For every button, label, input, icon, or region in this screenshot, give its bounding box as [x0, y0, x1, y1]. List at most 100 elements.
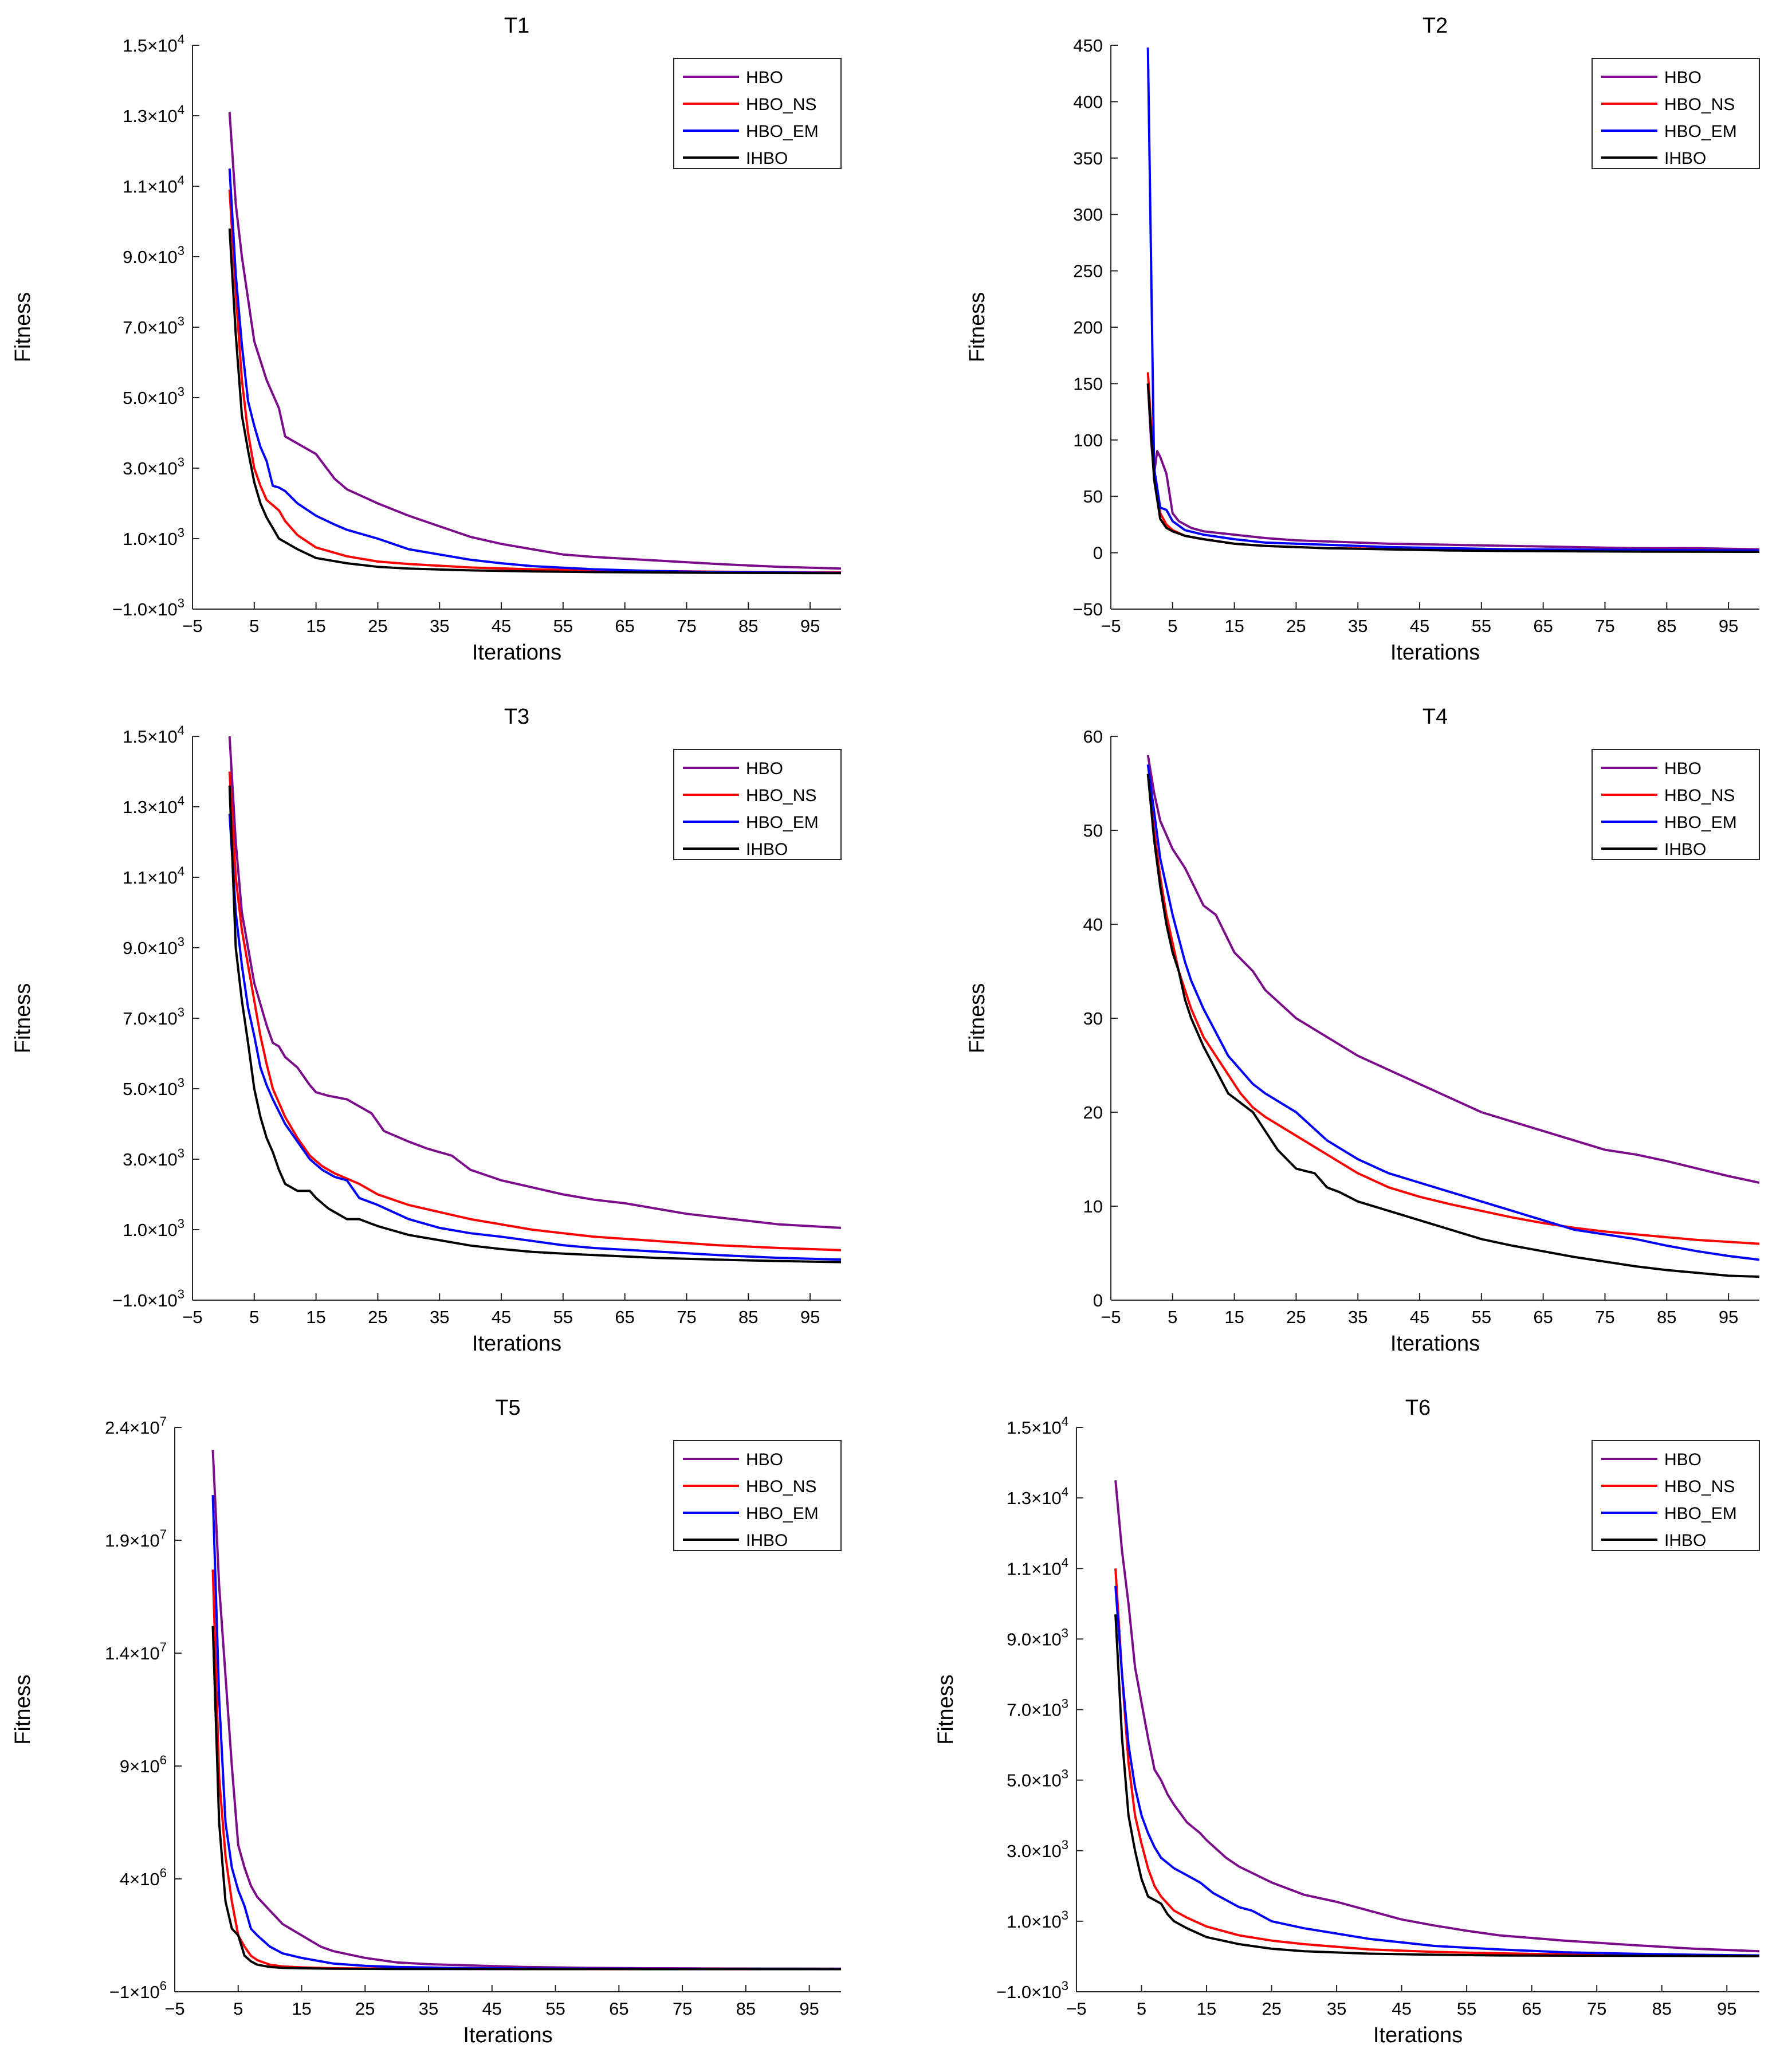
panel-1-x-axis-label: Iterations	[472, 641, 561, 665]
panel-2-x-tick-label: −5	[1101, 616, 1121, 636]
panel-1-series-hbo-em-line	[228, 168, 841, 574]
panel-5-series-hbo-em-line	[211, 1495, 841, 1971]
panel-6-x-tick-label: 25	[1262, 1999, 1281, 2019]
panel-5-legend-label-hbo-ns: HBO_NS	[746, 1477, 816, 1496]
panel-1-x-tick-label: 75	[677, 616, 696, 636]
panel-3: −5 5 15 25 35 45 55 65 75 85 95 −1.0×103 1.0×103 3.0×…	[11, 705, 842, 1356]
panel-3-y-tick-label: 1.5×104	[123, 723, 184, 747]
panel-6-y-tick-label: 1.0×103	[1007, 1908, 1068, 1932]
panel-3-title: T3	[504, 705, 529, 729]
panel-5-y-tick-label: 1.4×107	[105, 1640, 167, 1663]
panel-6-title: T6	[1405, 1396, 1431, 1420]
panel-4-x-tick-label: 75	[1595, 1307, 1614, 1327]
panel-1-y-tick-label: 1.5×104	[123, 32, 184, 56]
panel-2-y-tick-label: 400	[1073, 92, 1103, 112]
panel-2-series-hbo-line	[1146, 383, 1759, 551]
panel-4-x-tick-label: 45	[1410, 1307, 1429, 1327]
panel-5-legend-label-hbo-em: HBO_EM	[746, 1504, 819, 1523]
panel-6-y-tick-label: −1.0×103	[996, 1979, 1068, 2002]
panel-1-y-tick-label: −1.0×103	[112, 596, 184, 619]
panel-4-y-axis-label: Fitness	[965, 983, 989, 1053]
panel-1: −5 5 15 25 35 45 55 65 75 85 95 −1.0×103 1.0×103 3.0×…	[11, 14, 842, 665]
panel-2-x-tick-label: 55	[1472, 616, 1491, 636]
panel-3-legend-label-ihbo: IHBO	[746, 840, 788, 859]
panel-5-legend-label-ihbo: IHBO	[746, 1531, 788, 1550]
panel-4: −5 5 15 25 35 45 55 65 75 85 95 0 10 20 30 40 50 60 T4 Iter…	[965, 705, 1760, 1356]
panel-6-x-tick-label: −5	[1066, 1999, 1086, 2019]
panel-5-x-tick-label: 15	[292, 1999, 311, 2019]
panel-1-x-tick-label: 85	[738, 616, 758, 636]
panel-5-x-tick-label: 85	[736, 1999, 756, 2019]
panel-6-legend: HBO HBO_NS HBO_EM IHBO	[1592, 1440, 1760, 1551]
panel-2-title: T2	[1423, 14, 1448, 38]
panel-4-y-tick-label: 50	[1083, 821, 1103, 841]
panel-1-title: T1	[504, 14, 529, 38]
panel-4-legend-label-ihbo: IHBO	[1664, 840, 1706, 859]
panel-5-title: T5	[495, 1396, 520, 1420]
panel-3-x-axis-label: Iterations	[472, 1332, 561, 1356]
panel-1-legend: HBO HBO_NS HBO_EM IHBO	[673, 58, 842, 169]
panel-3-x-tick-label: 5	[249, 1307, 259, 1327]
panel-3-x-tick-label: 65	[615, 1307, 634, 1327]
panel-4-legend-label-hbo-em: HBO_EM	[1664, 813, 1737, 832]
panel-4-x-tick-label: 5	[1168, 1307, 1177, 1327]
panel-2-y-tick-label: 200	[1073, 317, 1103, 338]
panel-2-y-tick-label: 300	[1073, 205, 1103, 225]
panel-1-legend-label-hbo-em: HBO_EM	[746, 122, 819, 141]
panel-4-y-tick-label: 40	[1083, 915, 1103, 935]
panel-2-x-tick-label: 15	[1224, 616, 1244, 636]
panel-5-x-tick-label: 45	[482, 1999, 502, 2019]
panel-2-legend: HBO HBO_NS HBO_EM IHBO	[1592, 58, 1760, 169]
panel-6-x-tick-label: 85	[1652, 1999, 1671, 2019]
panel-4-x-axis-label: Iterations	[1390, 1332, 1480, 1356]
panel-2-y-tick-label: −50	[1072, 599, 1103, 619]
panel-6-legend-label-hbo: HBO	[1664, 1450, 1702, 1469]
panel-6-x-tick-label: 65	[1522, 1999, 1541, 2019]
panel-4-series-hbo-em-line	[1146, 764, 1759, 1261]
panel-1-x-tick-label: 5	[249, 616, 259, 636]
panel-2-series-hbo-ns-line	[1146, 372, 1759, 552]
panel-6-series-ihbo-line	[1114, 1614, 1759, 1957]
panel-6-series-hbo-line	[1114, 1480, 1759, 1953]
panel-1-legend-box	[673, 58, 842, 169]
panel-1-x-tick-label: −5	[182, 616, 202, 636]
panel-5-series-ihbo-line	[211, 1626, 841, 1971]
panel-4-series-hbo-line	[1146, 755, 1759, 1184]
panel-2-legend-label-hbo-em: HBO_EM	[1664, 122, 1737, 141]
panel-3-legend-label-hbo-em: HBO_EM	[746, 813, 819, 832]
panel-3-x-tick-label: 35	[430, 1307, 449, 1327]
panel-3-y-tick-label: 7.0×103	[123, 1005, 184, 1029]
panel-4-x-tick-label: 95	[1719, 1307, 1738, 1327]
panel-2-series-ihbo-line	[1146, 383, 1759, 553]
panel-1-y-axis-label: Fitness	[11, 292, 35, 362]
panel-3-y-axis-label: Fitness	[11, 983, 35, 1053]
panel-1-x-tick-label: 95	[800, 616, 820, 636]
panel-2-y-tick-label: 50	[1083, 486, 1103, 507]
panel-4-x-tick-label: 25	[1286, 1307, 1306, 1327]
panel-4-x-tick-label: 55	[1472, 1307, 1491, 1327]
panel-3-legend: HBO HBO_NS HBO_EM IHBO	[673, 749, 842, 860]
panel-6-x-tick-label: 15	[1197, 1999, 1216, 2019]
panel-5-legend-label-hbo: HBO	[746, 1450, 783, 1469]
panel-1-y-tick-label: 7.0×103	[123, 314, 184, 338]
panel-5-series-hbo-ns-line	[211, 1569, 841, 1971]
panel-3-series-ihbo-line	[228, 786, 841, 1263]
panel-6-x-tick-label: 95	[1717, 1999, 1736, 2019]
panel-3-y-tick-label: 1.1×104	[123, 864, 184, 888]
panel-6-x-tick-label: 35	[1327, 1999, 1346, 2019]
panel-2-y-tick-label: 450	[1073, 36, 1103, 56]
panel-3-x-tick-label: 95	[800, 1307, 820, 1327]
panel-1-x-tick-label: 15	[306, 616, 325, 636]
panel-1-y-tick-label: 5.0×103	[123, 384, 184, 408]
panel-6-y-axis-label: Fitness	[934, 1674, 958, 1744]
panel-2: −5 5 15 25 35 45 55 65 75 85 95 −50 0 50 100 150 200 250 3…	[965, 14, 1760, 665]
panel-4-legend-label-hbo-ns: HBO_NS	[1664, 786, 1735, 805]
panel-1-y-tick-label: 9.0×103	[123, 244, 184, 267]
panel-6-legend-label-hbo-em: HBO_EM	[1664, 1504, 1737, 1523]
panel-5-series-hbo-line	[211, 1450, 841, 1970]
panel-4-y-tick-label: 30	[1083, 1008, 1103, 1029]
panel-2-x-axis-label: Iterations	[1390, 641, 1480, 665]
panel-6-y-tick-label: 1.1×104	[1007, 1555, 1068, 1579]
panel-3-y-tick-label: 5.0×103	[123, 1076, 184, 1099]
panel-1-y-tick-label: 3.0×103	[123, 455, 184, 478]
